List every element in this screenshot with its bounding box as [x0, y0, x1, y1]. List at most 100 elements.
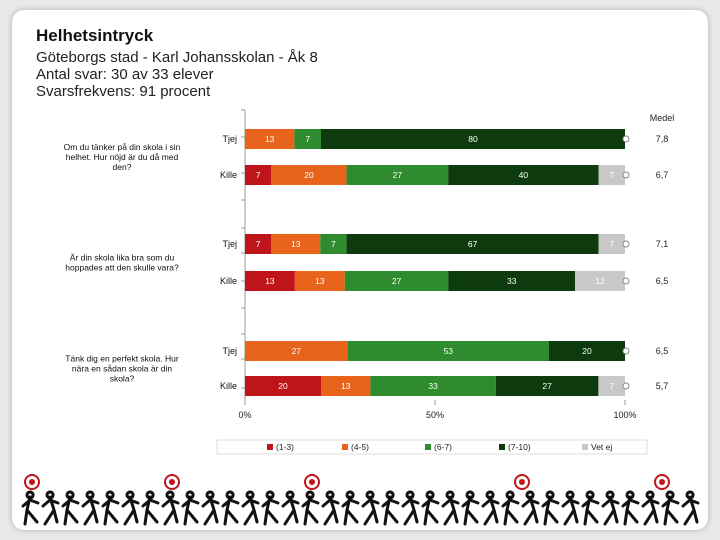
bar-value-label: 7: [256, 239, 261, 249]
bar-segment: [347, 341, 549, 361]
runner-silhouette: [401, 490, 420, 526]
medel-marker: [622, 171, 630, 179]
bar-value-label: 80: [468, 134, 478, 144]
runner-silhouette: [361, 490, 380, 526]
bar-value-label: 33: [507, 276, 517, 286]
legend-swatch: [499, 444, 505, 450]
bar-segment: [294, 129, 321, 149]
bar-segment: [598, 376, 625, 396]
x-tick-label: 100%: [613, 410, 636, 420]
bar-segment: [495, 376, 599, 396]
medel-value: 6,7: [656, 170, 669, 180]
bar-value-label: 67: [468, 239, 478, 249]
bar-segment: [598, 165, 625, 185]
runner-silhouette: [281, 490, 300, 526]
bar-value-label: 20: [278, 381, 288, 391]
target-icon: [24, 474, 40, 490]
bar-segment: [321, 129, 625, 149]
runner-silhouette: [261, 490, 280, 526]
question-text: Om du tänker på din skola i sin: [64, 142, 181, 152]
stacked-bar-chart: 0% 50% 100% Medel Om du tänker på din skola …: [64, 109, 675, 455]
runner-silhouette: [81, 490, 100, 526]
medel-marker: [622, 347, 630, 355]
runner-silhouette: [421, 490, 440, 526]
bar-value-label: 13: [291, 239, 301, 249]
legend-swatch: [342, 444, 348, 450]
bar-value-label: 27: [393, 170, 403, 180]
row-label: Kille: [220, 170, 237, 180]
question-text: Är din skola lika bra som du: [70, 253, 175, 263]
runner-silhouette: [661, 490, 680, 526]
runner-silhouette: [681, 490, 700, 526]
question-text: skola?: [110, 374, 135, 384]
bar-segment: [448, 271, 576, 291]
bar-value-label: 7: [609, 239, 614, 249]
bar-segment: [598, 234, 625, 254]
legend-label: (7-10): [508, 442, 531, 452]
legend-box: [216, 439, 648, 455]
medel-header: Medel: [650, 113, 675, 123]
bar-value-label: 12: [595, 276, 605, 286]
subtitle-responses: Antal svar: 30 av 33 elever: [36, 66, 214, 83]
medel-value: 6,5: [656, 346, 669, 356]
legend-label: (6-7): [434, 442, 452, 452]
runner-silhouette: [121, 490, 140, 526]
runner-silhouette: [561, 490, 580, 526]
slide: Helhetsintryck Göteborgs stad - Karl Joh…: [12, 10, 708, 530]
medel-value: 5,7: [656, 381, 669, 391]
runner-silhouette: [541, 490, 560, 526]
bar-value-label: 7: [609, 381, 614, 391]
bar-segment: [448, 165, 599, 185]
bar-value-label: 13: [315, 276, 325, 286]
bar-value-label: 7: [331, 239, 336, 249]
runner-silhouette: [381, 490, 400, 526]
bar-segment: [245, 165, 272, 185]
bar-segment: [271, 165, 347, 185]
question-text: nära en sådan skola är din: [72, 364, 172, 374]
bar-value-label: 13: [265, 276, 275, 286]
medel-value: 7,8: [656, 134, 669, 144]
bar-value-label: 7: [256, 170, 261, 180]
bar-segment: [245, 341, 348, 361]
row-label: Kille: [220, 381, 237, 391]
bar-value-label: 27: [392, 276, 402, 286]
runner-silhouette: [521, 490, 540, 526]
bar-segment: [245, 376, 321, 396]
runner-silhouette: [301, 490, 320, 526]
legend-label: Vet ej: [591, 442, 612, 452]
header: Helhetsintryck Göteborgs stad - Karl Joh…: [36, 26, 318, 100]
medel-marker: [622, 240, 630, 248]
target-icon: [654, 474, 670, 490]
bar-segment: [245, 271, 295, 291]
x-tick-label: 0%: [238, 410, 251, 420]
bar-value-label: 40: [519, 170, 529, 180]
question-text: hoppades att den skulle vara?: [65, 263, 179, 273]
legend-swatch: [582, 444, 588, 450]
runner-silhouette: [461, 490, 480, 526]
question-text: den?: [113, 162, 132, 172]
question-text: Tänk dig en perfekt skola. Hur: [65, 354, 179, 364]
bar-segment: [271, 234, 321, 254]
bar-segment: [294, 271, 345, 291]
bar-segment: [320, 234, 347, 254]
bar-segment: [245, 129, 295, 149]
runner-silhouette: [581, 490, 600, 526]
page-title: Helhetsintryck: [36, 26, 154, 45]
target-icon: [514, 474, 530, 490]
footer-illustration: [21, 474, 700, 526]
runner-silhouette: [181, 490, 200, 526]
medel-value: 7,1: [656, 239, 669, 249]
medel-value: 6,5: [656, 276, 669, 286]
runner-silhouette: [241, 490, 260, 526]
runner-silhouette: [341, 490, 360, 526]
bar-segment: [321, 376, 371, 396]
runner-silhouette: [101, 490, 120, 526]
row-label: Tjej: [222, 346, 237, 356]
bar-segment: [344, 271, 449, 291]
legend-swatch: [267, 444, 273, 450]
question-text: helhet. Hur nöjd är du då med: [66, 152, 179, 162]
subtitle-response-rate: Svarsfrekvens: 91 procent: [36, 83, 211, 100]
bar-segment: [370, 376, 496, 396]
subtitle-school: Göteborgs stad - Karl Johansskolan - Åk …: [36, 49, 318, 66]
runner-silhouette: [641, 490, 660, 526]
